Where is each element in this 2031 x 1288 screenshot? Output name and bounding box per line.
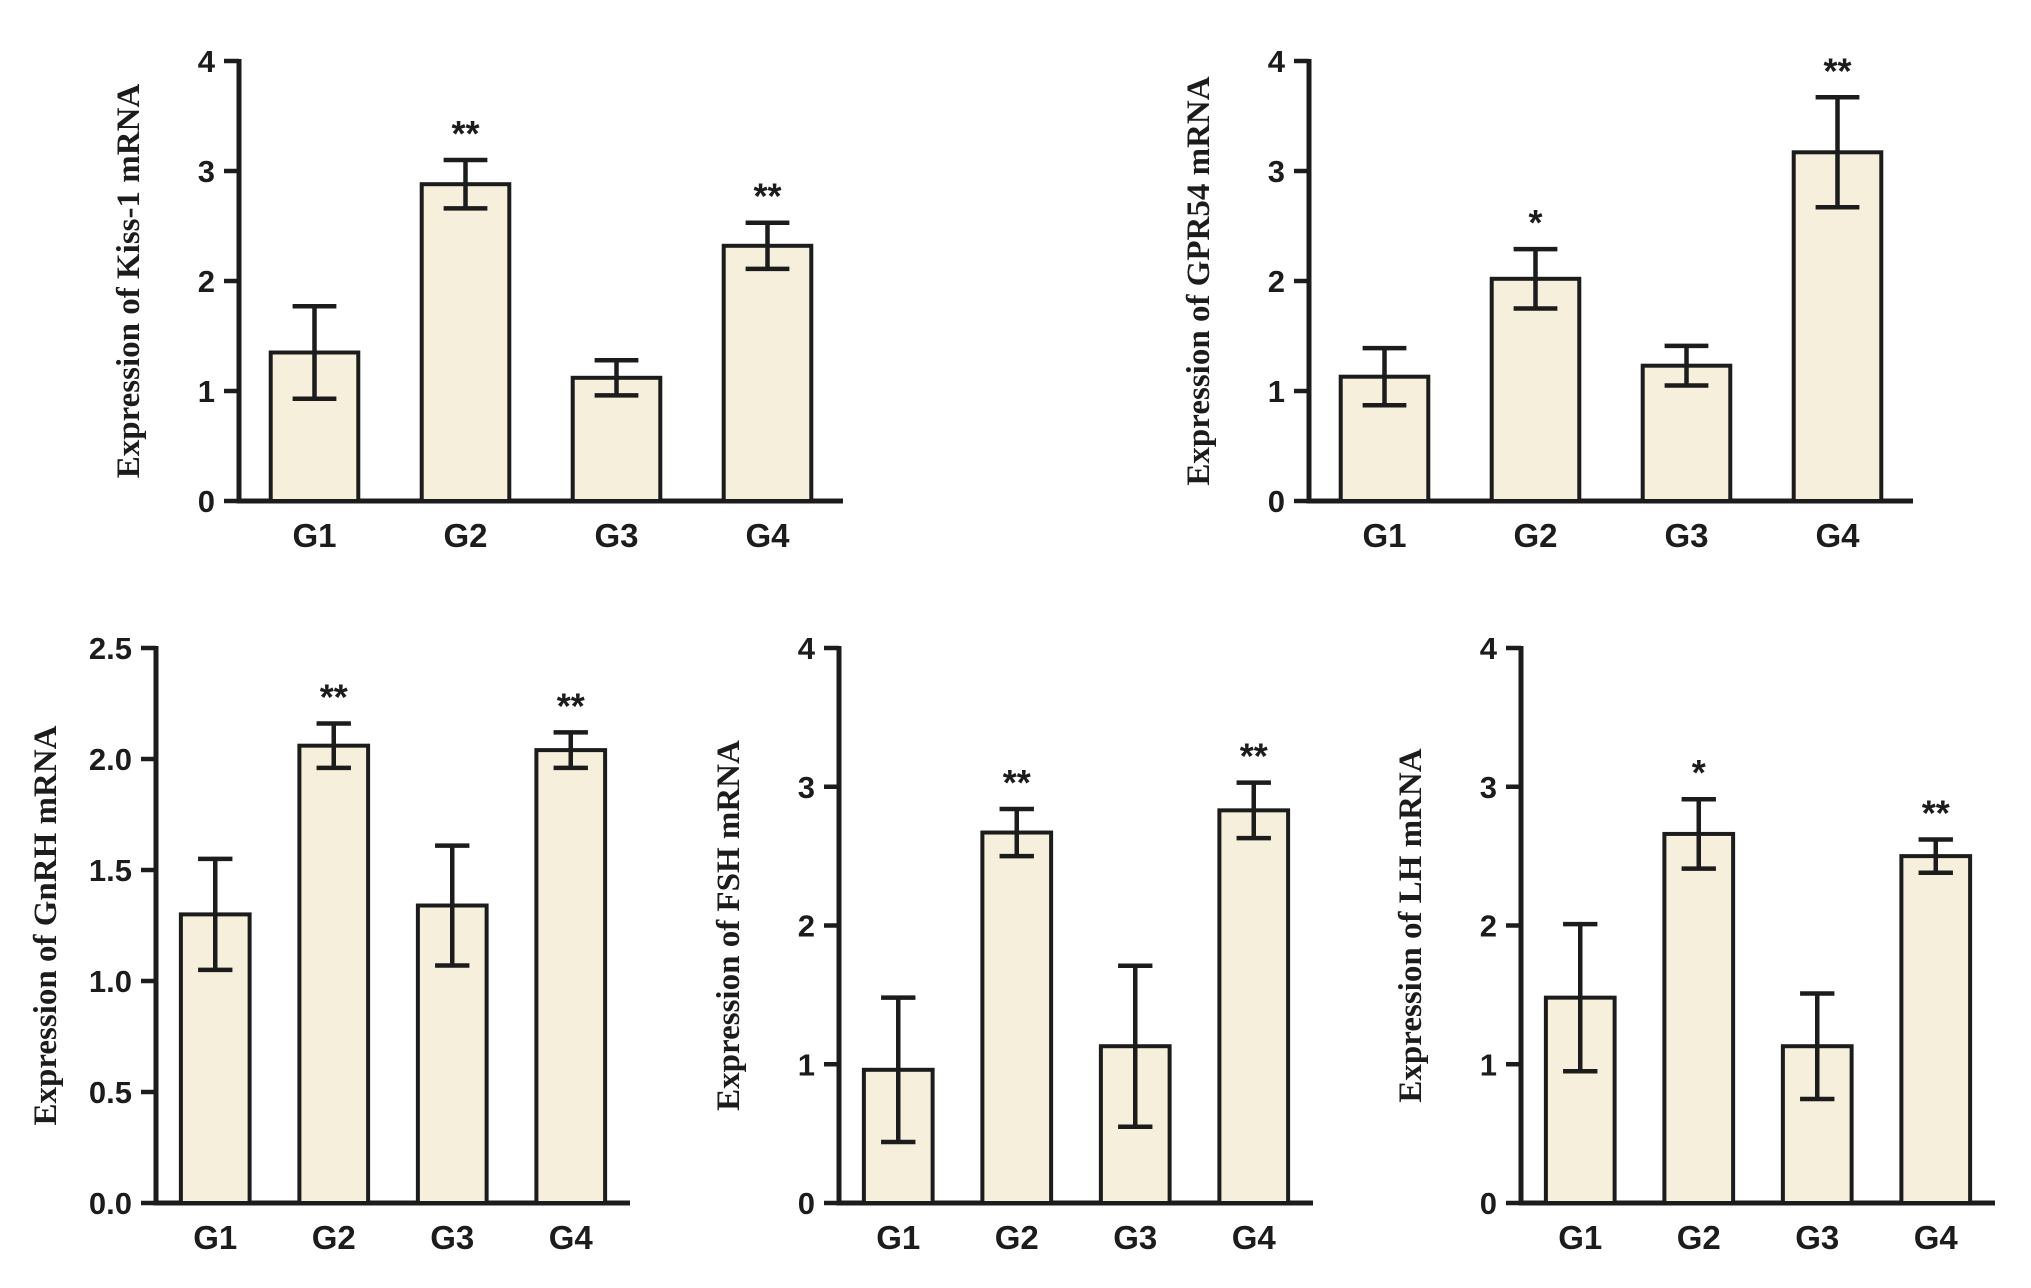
x-tick-label: G3: [1795, 1219, 1839, 1256]
y-tick-label: 0.0: [89, 1186, 132, 1221]
y-tick-label: 3: [797, 770, 814, 805]
x-tick-label: G2: [994, 1219, 1038, 1256]
y-tick-label: 0.5: [89, 1075, 132, 1110]
y-axis-title: Expression of GnRH mRNA: [28, 725, 64, 1125]
bar-g2: [979, 830, 1053, 1205]
bar-g2: [1489, 276, 1581, 503]
significance-marker: **: [1002, 762, 1030, 803]
significance-marker: **: [1239, 736, 1267, 777]
significance-marker: **: [1823, 50, 1851, 91]
x-tick-label: G2: [1513, 517, 1557, 554]
bar-g1: [1338, 374, 1430, 504]
chart-svg-gnrh: 0.0 0.5 1.0 1.5 2.0 2.5 Expression of GnRH mRN…: [28, 631, 630, 1256]
y-tick-label: 2: [1267, 264, 1284, 299]
y-axis-title: Expression of Kiss-1 mRNA: [111, 84, 147, 479]
bar-g2: [297, 743, 371, 1205]
bar-g2: [419, 182, 511, 503]
y-tick-label: 2: [197, 264, 214, 299]
x-tick-label: G4: [549, 1219, 594, 1256]
x-tick-label: G2: [312, 1219, 356, 1256]
y-tick-label: 1.5: [89, 853, 132, 888]
bar-g4: [534, 748, 608, 1205]
x-tick-label: G2: [1677, 1219, 1721, 1256]
significance-marker: **: [451, 113, 479, 154]
chart-kiss1-mrna: 0 1 2 3 4 Expression of Kiss-1 mRNA G1 ** G2 G3 **…: [91, 6, 871, 581]
x-tick-label: G3: [594, 517, 638, 554]
x-tick-label: G1: [292, 517, 336, 554]
bar-g4: [721, 243, 813, 503]
x-tick-label: G2: [443, 517, 487, 554]
y-tick-label: 2: [1480, 909, 1497, 944]
bar-g3: [1640, 363, 1732, 504]
y-tick-label: 2.0: [89, 742, 132, 777]
y-tick-label: 4: [797, 631, 815, 666]
x-tick-label: G1: [1558, 1219, 1602, 1256]
y-tick-label: 3: [1480, 770, 1497, 805]
chart-svg-gpr54: 0 1 2 3 4 Expression of GPR54 mRNA G1 * G2 G3 ** G4: [1181, 44, 1913, 554]
chart-svg-fsh: 0 1 2 3 4 Expression of FSH mRNA G1 ** G2 G3 ** G4: [711, 631, 1313, 1256]
y-tick-label: 3: [1267, 154, 1284, 189]
y-tick-label: 2: [797, 909, 814, 944]
x-tick-label: G4: [1914, 1219, 1959, 1256]
x-tick-label: G1: [193, 1219, 237, 1256]
significance-marker: *: [1692, 752, 1706, 793]
y-tick-label: 2.5: [89, 631, 132, 666]
y-tick-label: 1: [197, 374, 214, 409]
y-axis-title: Expression of GPR54 mRNA: [1181, 76, 1217, 485]
chart-lh-mrna: 0 1 2 3 4 Expression of LH mRNA G1 * G2 G3 ** G4: [1373, 593, 2023, 1283]
x-tick-label: G1: [876, 1219, 920, 1256]
y-axis-title: Expression of FSH mRNA: [711, 740, 747, 1111]
bar-g4: [1899, 854, 1973, 1205]
y-tick-label: 0: [797, 1186, 814, 1221]
chart-gpr54-mrna: 0 1 2 3 4 Expression of GPR54 mRNA G1 * G2 G3 ** G4: [1161, 6, 1941, 581]
x-tick-label: G1: [1362, 517, 1406, 554]
x-tick-label: G3: [1113, 1219, 1157, 1256]
y-tick-label: 4: [1480, 631, 1498, 666]
y-tick-label: 0: [197, 484, 214, 519]
significance-marker: **: [557, 685, 585, 726]
significance-marker: **: [320, 676, 348, 717]
y-tick-label: 1: [797, 1047, 814, 1082]
x-tick-label: G3: [1664, 517, 1708, 554]
chart-svg-lh: 0 1 2 3 4 Expression of LH mRNA G1 * G2 G3 ** G4: [1393, 631, 1995, 1256]
chart-row-top: 0 1 2 3 4 Expression of Kiss-1 mRNA G1 ** G2 G3 **…: [0, 6, 2031, 581]
significance-marker: **: [1922, 792, 1950, 833]
chart-svg-kiss1: 0 1 2 3 4 Expression of Kiss-1 mRNA G1 ** G2 G3 **…: [111, 44, 843, 554]
y-tick-label: 0: [1267, 484, 1284, 519]
y-tick-label: 1: [1267, 374, 1284, 409]
significance-marker: *: [1528, 202, 1542, 243]
y-tick-label: 3: [197, 154, 214, 189]
x-tick-label: G4: [1231, 1219, 1276, 1256]
x-tick-label: G4: [745, 517, 790, 554]
y-tick-label: 4: [1267, 44, 1285, 79]
y-tick-label: 0: [1480, 1186, 1497, 1221]
chart-row-bottom: 0.0 0.5 1.0 1.5 2.0 2.5 Expression of GnRH mRN…: [0, 593, 2031, 1283]
y-axis-title: Expression of LH mRNA: [1393, 748, 1429, 1102]
chart-gnrh-mrna: 0.0 0.5 1.0 1.5 2.0 2.5 Expression of GnRH mRN…: [8, 593, 658, 1283]
bar-g2: [1662, 831, 1736, 1206]
y-tick-label: 4: [197, 44, 215, 79]
y-tick-label: 1.0: [89, 964, 132, 999]
bar-g4: [1216, 808, 1290, 1205]
x-tick-label: G3: [430, 1219, 474, 1256]
y-tick-label: 1: [1480, 1047, 1497, 1082]
significance-marker: **: [753, 176, 781, 217]
x-tick-label: G4: [1815, 517, 1860, 554]
chart-fsh-mrna: 0 1 2 3 4 Expression of FSH mRNA G1 ** G2 G3 ** G4: [691, 593, 1341, 1283]
